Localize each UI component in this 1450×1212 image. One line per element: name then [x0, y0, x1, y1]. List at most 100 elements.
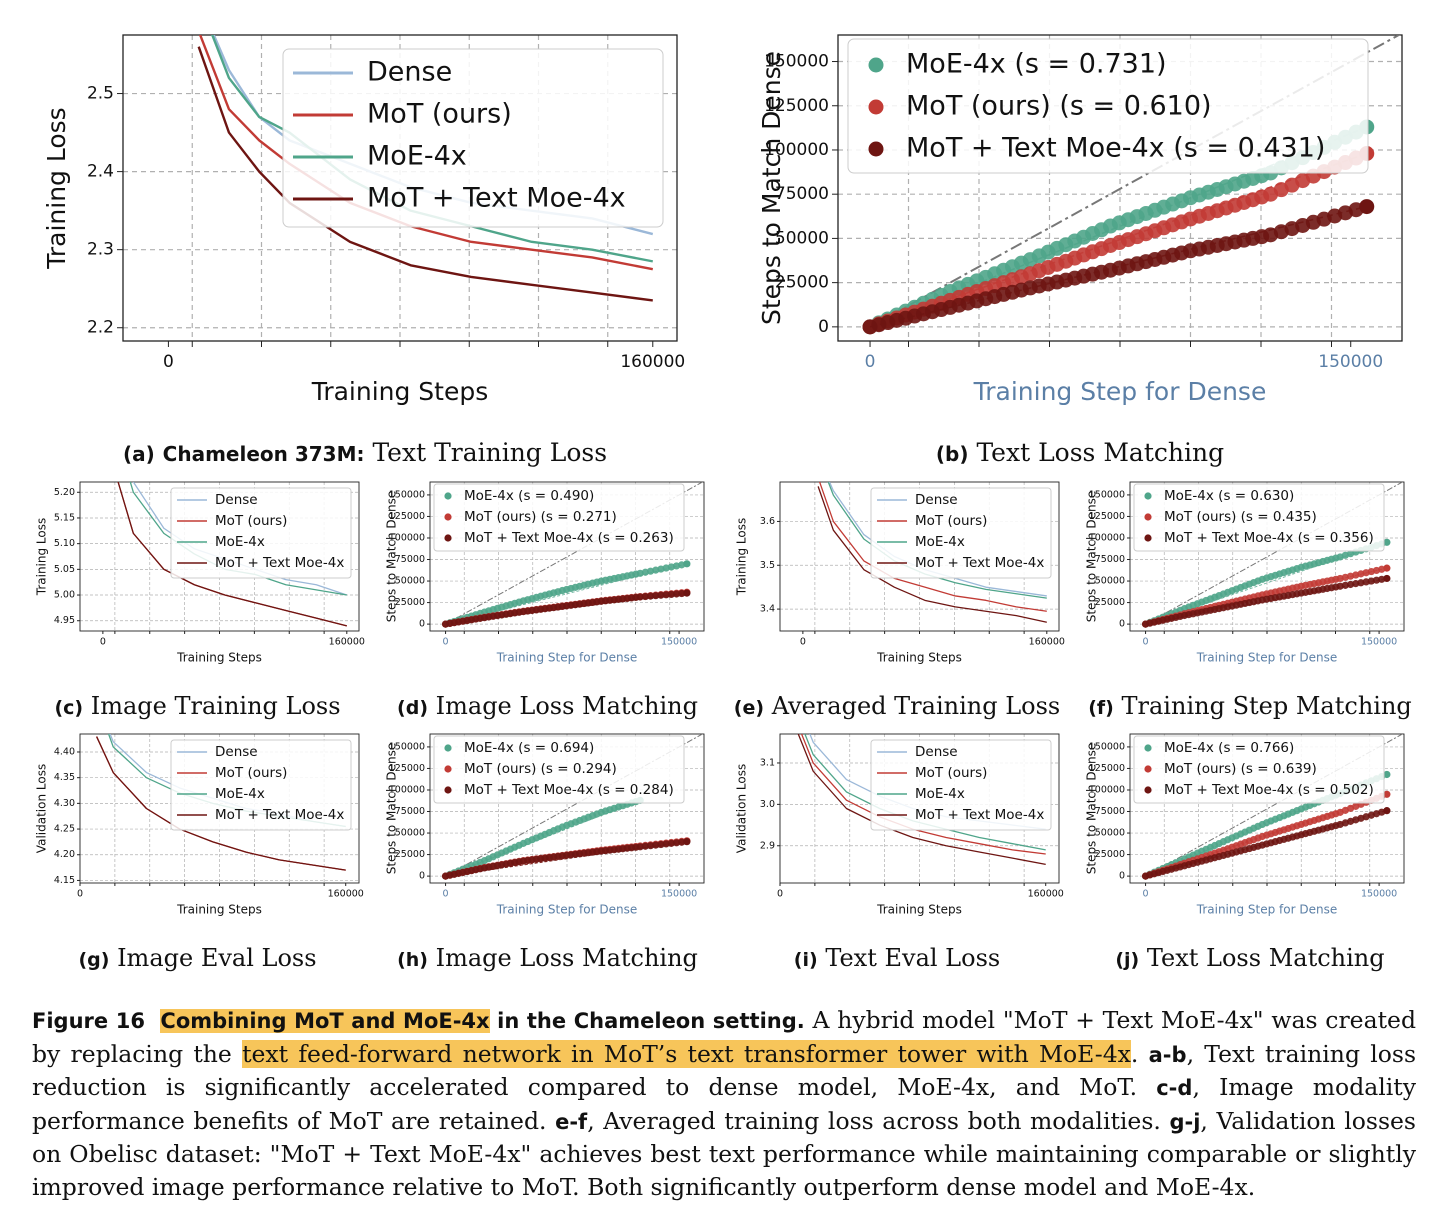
legend-label: MoT + Text Moe-4x (s = 0.284): [464, 782, 674, 798]
y-tick-label: 4.35: [54, 772, 75, 783]
legend-label: MoE-4x (s = 0.731): [906, 49, 1167, 80]
caption-j-tag: (j): [1115, 949, 1140, 971]
legend-box: [1133, 483, 1385, 552]
x-tick-label: 0: [443, 637, 449, 648]
x-axis-label: Training Steps: [876, 651, 962, 665]
y-tick-label: 0: [1119, 619, 1125, 630]
legend-box: [870, 739, 1052, 831]
x-axis-label: Training Step for Dense: [1196, 651, 1337, 665]
caption-a-text: Text Training Loss: [372, 438, 608, 467]
y-tick-label: 50000: [775, 228, 829, 248]
data-point: [652, 841, 660, 849]
x-tick-label: 150000: [1361, 889, 1397, 900]
y-tick-label: 0: [419, 871, 425, 882]
x-axis-label: Training Step for Dense: [1196, 903, 1337, 917]
y-axis-label: Validation Loss: [35, 764, 49, 853]
chart-a-svg: 2.2 2.3 2.4 2.5 0 160000 Training Steps Trainin…: [42, 34, 685, 406]
caption-b-text: Text Loss Matching: [976, 438, 1225, 467]
figure-cd-text: , Image modality performance benefits of…: [32, 1073, 1416, 1135]
legend-label: MoT (ours) (s = 0.610): [906, 91, 1212, 122]
legend-label: MoT (ours): [215, 513, 287, 529]
chart-d-svg: 0 25000 50000 75000 100000 125000 150000 0 15000…: [385, 481, 705, 665]
figure-cd-label: c-d: [1156, 1076, 1193, 1100]
data-point: [1383, 807, 1391, 815]
plot-frame: [429, 481, 705, 632]
y-tick-label: 75000: [1095, 806, 1125, 817]
y-tick-label: 125000: [1089, 511, 1125, 522]
caption-f-tag: (f): [1088, 697, 1114, 719]
data-point: [652, 592, 660, 600]
y-tick-label: 125000: [1089, 763, 1125, 774]
y-axis-label: Training Loss: [42, 107, 71, 269]
chart-j-svg: 0 25000 50000 75000 100000 125000 150000 0 15000…: [1085, 733, 1405, 917]
legend-label: MoT + Text Moe-4x: [915, 807, 1044, 823]
y-tick-label: 5.15: [54, 512, 75, 523]
x-tick-label: 160000: [620, 352, 685, 372]
x-axis-label: Training Steps: [311, 377, 489, 406]
chart-e: 3.4 3.5 3.6 0 160000 Training Steps Training L…: [730, 476, 1065, 672]
caption-g-text: Image Eval Loss: [117, 944, 317, 972]
y-tick-label: 25000: [775, 273, 829, 293]
y-tick-label: 75000: [395, 806, 425, 817]
y-tick-label: 2.2: [87, 318, 114, 338]
figure-ab-label: a-b: [1148, 1042, 1187, 1067]
legend-label: Dense: [215, 492, 258, 508]
legend-marker: [444, 534, 452, 542]
y-tick-label: 75000: [395, 554, 425, 565]
plot-frame: [837, 34, 1403, 342]
legend-label: MoE-4x: [915, 534, 965, 550]
legend-label: MoT + Text Moe-4x (s = 0.356): [1164, 530, 1374, 546]
plot-frame: [429, 733, 705, 884]
legend-label: MoT (ours): [915, 513, 987, 529]
data-point: [1383, 790, 1391, 798]
plot-frame: [122, 34, 678, 342]
caption-c: (c) Image Training Loss: [25, 692, 370, 720]
y-axis-label: Steps to Match Dense: [1085, 743, 1099, 875]
x-tick-label: 160000: [1028, 889, 1064, 900]
y-axis-label: Validation Loss: [735, 764, 749, 853]
legend-box: [282, 48, 664, 228]
chart-d: 0 25000 50000 75000 100000 125000 150000 0 15000…: [380, 476, 710, 672]
x-axis-label: Training Steps: [876, 903, 962, 917]
y-tick-label: 3.4: [760, 604, 775, 615]
chart-h: 0 25000 50000 75000 100000 125000 150000 0 15000…: [380, 728, 710, 924]
y-tick-label: 0: [419, 619, 425, 630]
y-tick-label: 125000: [389, 763, 425, 774]
data-point: [678, 838, 686, 846]
caption-e: (e) Averaged Training Loss: [722, 692, 1072, 720]
data-point: [672, 590, 681, 598]
caption-a-bold: Chameleon 373M:: [162, 442, 365, 466]
chart-a-legend: Dense MoT (ours) MoE-4x MoT + Text Moe-4x: [282, 48, 664, 228]
y-tick-label: 100000: [389, 532, 425, 543]
legend-label: MoT + Text Moe-4x: [215, 555, 344, 571]
caption-h-text: Image Loss Matching: [435, 944, 698, 972]
data-point: [667, 590, 675, 598]
legend-box: [1133, 735, 1385, 804]
legend-label: MoT + Text Moe-4x (s = 0.502): [1164, 782, 1374, 798]
data-point: [641, 592, 649, 601]
chart-g: 4.15 4.20 4.25 4.30 4.35 4.40 0 160000 Training …: [30, 728, 365, 924]
y-tick-label: 50000: [1095, 576, 1125, 587]
data-point: [646, 842, 655, 850]
x-axis-label: Training Steps: [176, 903, 262, 917]
chart-i: 2.9 3.0 3.1 0 160000 Training Steps Validation…: [730, 728, 1065, 924]
caption-c-text: Image Training Loss: [90, 692, 341, 720]
series-line: [197, 46, 653, 302]
x-tick-label: 150000: [1361, 637, 1397, 648]
data-point: [641, 842, 649, 850]
data-point: [1383, 538, 1391, 546]
legend-box: [170, 487, 352, 579]
x-tick-label: 150000: [1318, 352, 1383, 372]
x-tick-label: 0: [163, 352, 174, 372]
y-tick-label: 4.20: [54, 849, 75, 860]
y-tick-label: 2.3: [87, 240, 114, 260]
figure-ef-text: , Averaged training loss across both mod…: [587, 1106, 1170, 1135]
y-tick-label: 25000: [395, 597, 425, 608]
chart-i-legend: Dense MoT (ours) MoE-4x MoT + Text Moe-4x: [870, 739, 1052, 831]
data-point: [667, 839, 675, 847]
caption-i-text: Text Eval Loss: [825, 944, 1001, 972]
figure-sentence1-end: .: [1130, 1039, 1139, 1068]
legend-marker: [1144, 534, 1152, 542]
legend-marker: [868, 141, 884, 157]
y-tick-label: 4.25: [54, 824, 75, 835]
